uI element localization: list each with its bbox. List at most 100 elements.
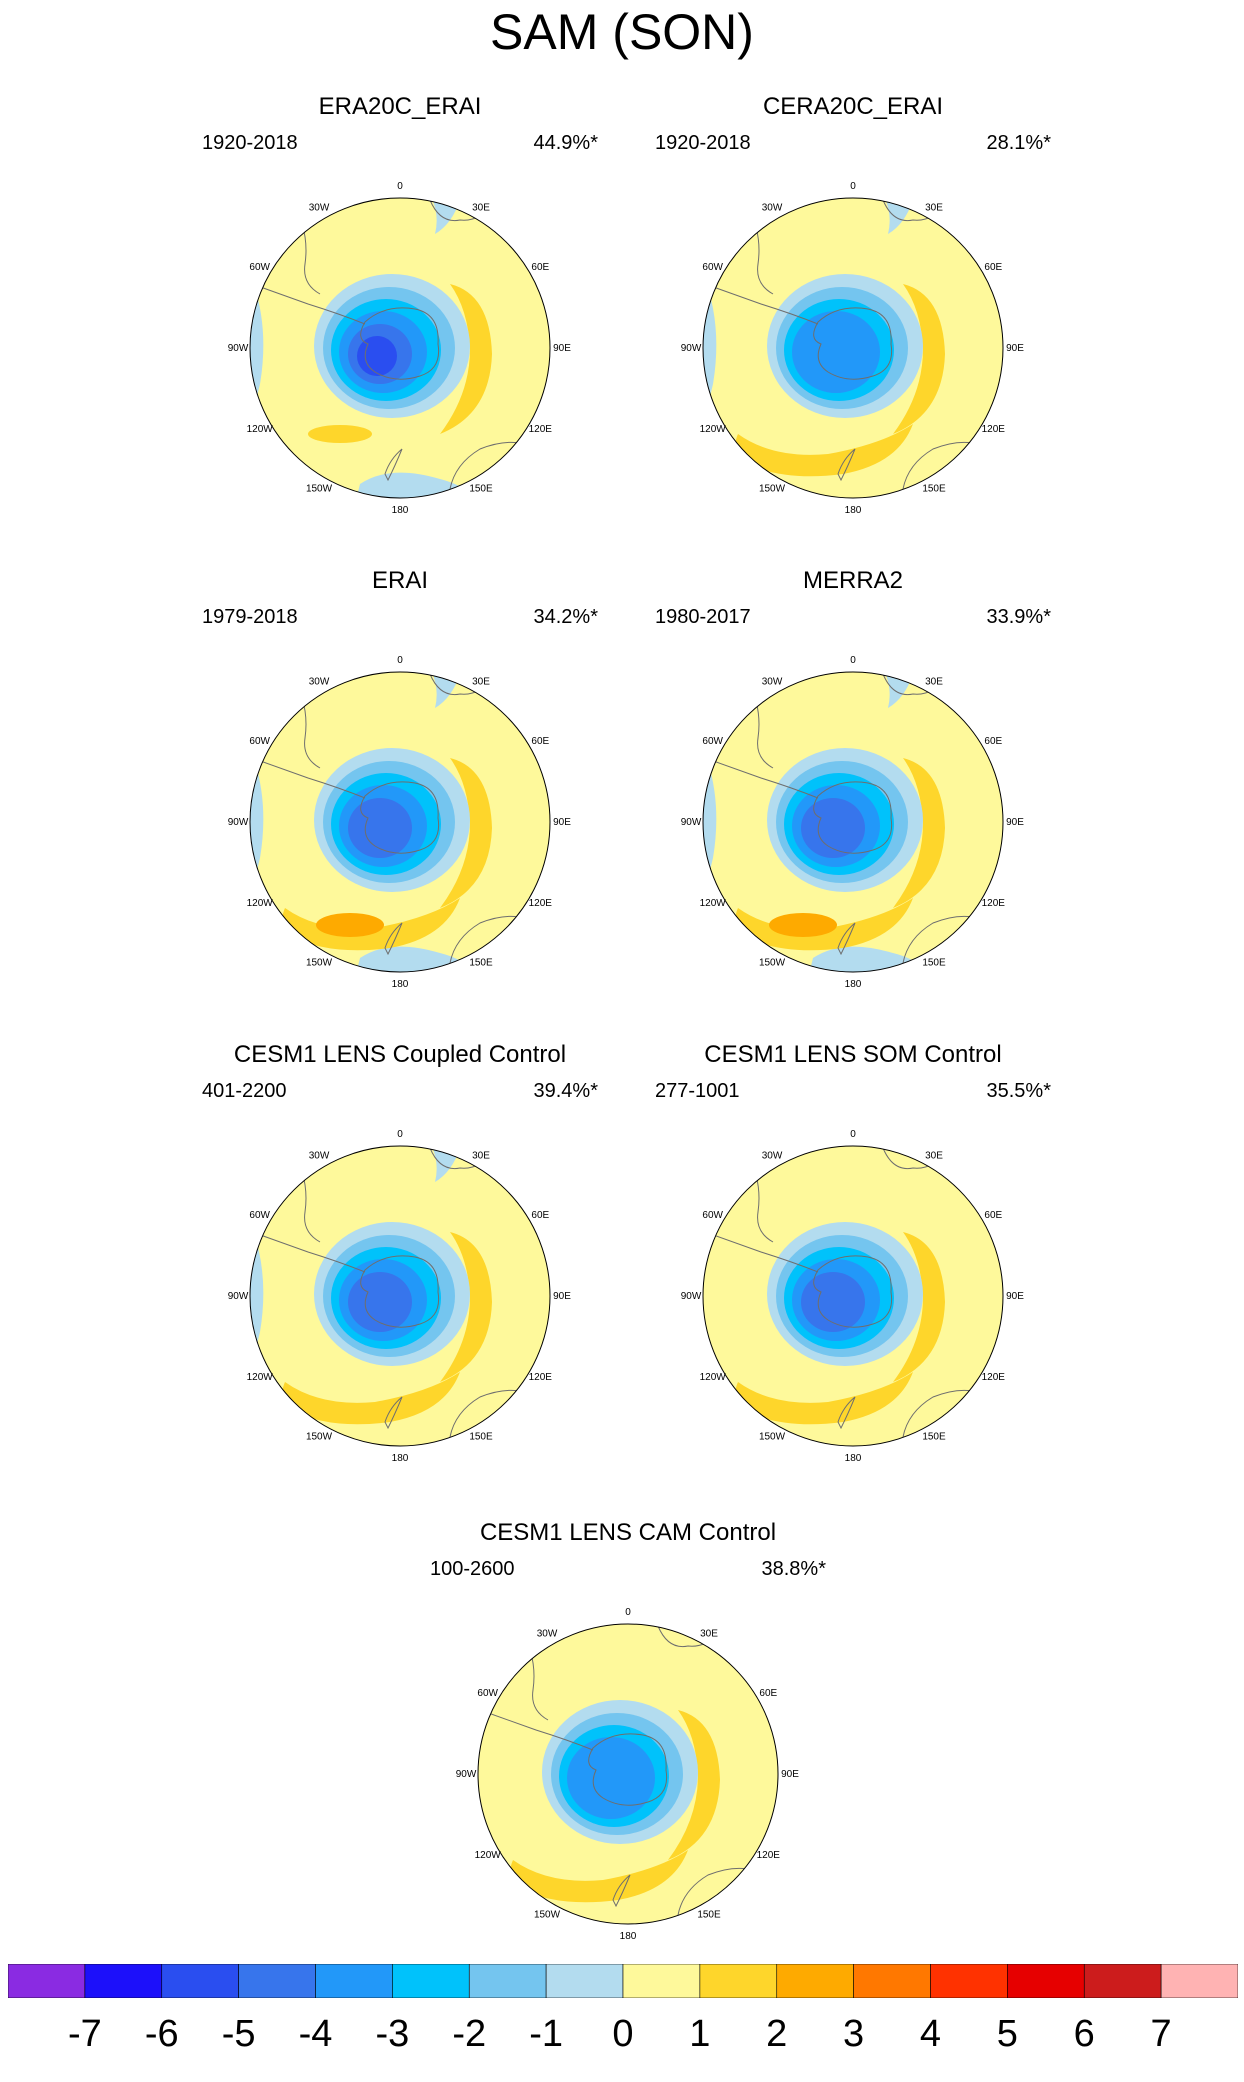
colorbar-swatch (853, 1964, 931, 1998)
longitude-label: 60E (984, 1210, 1002, 1221)
colorbar-tick-label: 3 (843, 2013, 865, 2055)
antarctica-coastline (813, 1255, 893, 1328)
new-zealand-coastline (837, 448, 856, 482)
longitude-label: 60W (477, 1688, 498, 1699)
map-rim (477, 1623, 779, 1925)
longitude-label: 120E (757, 1850, 781, 1861)
positive-anomaly-east (893, 1232, 945, 1382)
negative-anomaly-south (803, 946, 943, 972)
antarctica-coastline (813, 307, 893, 380)
antarctic-peninsula (251, 757, 366, 799)
new-zealand-coastline (837, 1396, 856, 1430)
longitude-label: 120W (700, 424, 727, 435)
colorbar-swatch (238, 1964, 316, 1998)
longitude-label: 120E (982, 898, 1006, 909)
positive-anomaly-south (735, 424, 913, 477)
variance-percent: 38.8%* (761, 1558, 827, 1580)
new-zealand-coastline (384, 1396, 403, 1430)
colorbar-tick-label: 6 (1073, 2013, 1095, 2055)
polar-map: 0 30E 60E 90E 120E 150E 180 150W 120W 90W 60W 30W (228, 655, 572, 990)
longitude-label: 60W (702, 1210, 723, 1221)
longitude-label: 60E (984, 736, 1002, 747)
map-panel-merra2: MERRA2 1980-2017 33.9%* 0 30E 60E 90E 120E 15… (643, 566, 1063, 1026)
map-rim (702, 1145, 1004, 1447)
longitude-label: 120E (529, 898, 553, 909)
longitude-label: 60E (531, 262, 549, 273)
longitude-label: 60W (249, 1210, 270, 1221)
panel-title: CESM1 LENS SOM Control (704, 1041, 1002, 1068)
colorbar-swatch (468, 1964, 547, 1998)
positive-anomaly-core (316, 913, 384, 937)
longitude-label: 60E (759, 1688, 777, 1699)
map-field (478, 1624, 778, 1924)
negative-anomaly-level (801, 798, 865, 858)
longitude-label: 90W (681, 817, 702, 828)
longitude-label: 150E (922, 1431, 946, 1442)
panel-title: ERA20C_ERAI (318, 93, 482, 120)
longitude-label: 150E (922, 483, 946, 494)
longitude-label: 120W (700, 1372, 727, 1383)
longitude-label: 180 (845, 505, 862, 516)
antarctica-coastline (588, 1733, 668, 1806)
period-label: 1979-2018 (202, 606, 298, 628)
longitude-label: 180 (845, 1453, 862, 1464)
colorbar-swatch (622, 1964, 701, 1998)
antarctic-peninsula (704, 283, 819, 325)
colorbar-swatch (84, 1964, 163, 1998)
longitude-label: 30W (309, 203, 330, 214)
map-panel-coupled-control: CESM1 LENS Coupled Control 401-2200 39.4… (190, 1040, 610, 1500)
longitude-label: 120E (529, 424, 553, 435)
colorbar-tick-label: 4 (919, 2013, 942, 2055)
colorbar-tick-label: 1 (689, 2013, 711, 2055)
colorbar-labels: -7 -6 -5 -4 -3 -2 -1 0 1 2 3 4 5 6 7 (8, 2010, 1238, 2060)
longitude-label: 120E (982, 1372, 1006, 1383)
colorbar-tick-label: -3 (375, 2013, 410, 2055)
positive-anomaly-south (308, 425, 372, 443)
colorbar-swatches (8, 1964, 1238, 1998)
colorbar-tick-label: 7 (1150, 2013, 1172, 2055)
longitude-label: 120W (247, 1372, 274, 1383)
colorbar-tick-label: 5 (996, 2013, 1018, 2055)
longitude-label: 60W (702, 736, 723, 747)
longitude-label: 0 (850, 1129, 856, 1140)
colorbar-tick-label: -7 (67, 2013, 102, 2055)
colorbar-swatch (1083, 1964, 1162, 1998)
positive-anomaly-east (440, 758, 492, 908)
map-field (703, 672, 1003, 972)
variance-percent: 35.5%* (986, 1080, 1052, 1102)
longitude-label: 120W (475, 1850, 502, 1861)
colorbar-swatch (161, 1964, 239, 1998)
polar-map: 0 30E 60E 90E 120E 150E 180 150W 120W 90W 60W 30W (228, 181, 572, 516)
longitude-label: 60W (702, 262, 723, 273)
map-panel-cera20c: CERA20C_ERAI 1920-2018 28.1%* 0 30E 60E 90E… (643, 92, 1063, 552)
variance-percent: 34.2%* (533, 606, 599, 628)
longitude-label: 30W (537, 1629, 558, 1640)
longitude-label: 30E (925, 203, 943, 214)
colorbar-swatch (8, 1964, 86, 1998)
longitude-label: 90W (228, 817, 249, 828)
longitude-label: 30E (472, 677, 490, 688)
longitude-label: 30W (762, 203, 783, 214)
longitude-label: 150E (469, 957, 493, 968)
longitude-label: 30E (700, 1629, 718, 1640)
colorbar-tick-label: 0 (612, 2013, 634, 2055)
colorbar-swatch (392, 1964, 470, 1998)
map-panel-som-control: CESM1 LENS SOM Control 277-1001 35.5%* 0… (643, 1040, 1063, 1500)
map-panel-erai: ERAI 1979-2018 34.2%* 0 30E 60E 90E 120E 150E… (190, 566, 610, 1026)
longitude-label: 150W (759, 1431, 786, 1442)
longitude-label: 150W (759, 483, 786, 494)
longitude-label: 180 (392, 1453, 409, 1464)
longitude-label: 90E (553, 817, 571, 828)
variance-percent: 33.9%* (986, 606, 1052, 628)
longitude-label: 90W (228, 343, 249, 354)
map-panel-era20c: ERA20C_ERAI 1920-2018 44.9%* 0 30E 60E 90E 1… (190, 92, 610, 552)
polar-map: 0 30E 60E 90E 120E 150E 180 150W 120W 90W 60W 30W (456, 1607, 800, 1942)
negative-anomaly-south (350, 472, 490, 498)
colorbar-swatch (1007, 1964, 1085, 1998)
panel-title: CESM1 LENS Coupled Control (233, 1041, 567, 1068)
longitude-label: 120E (529, 1372, 553, 1383)
map-panel-cam-control: CESM1 LENS CAM Control 100-2600 38.8%* 0… (418, 1518, 838, 1978)
variance-percent: 39.4%* (533, 1080, 599, 1102)
longitude-label: 30W (762, 677, 783, 688)
period-label: 1920-2018 (655, 132, 751, 154)
